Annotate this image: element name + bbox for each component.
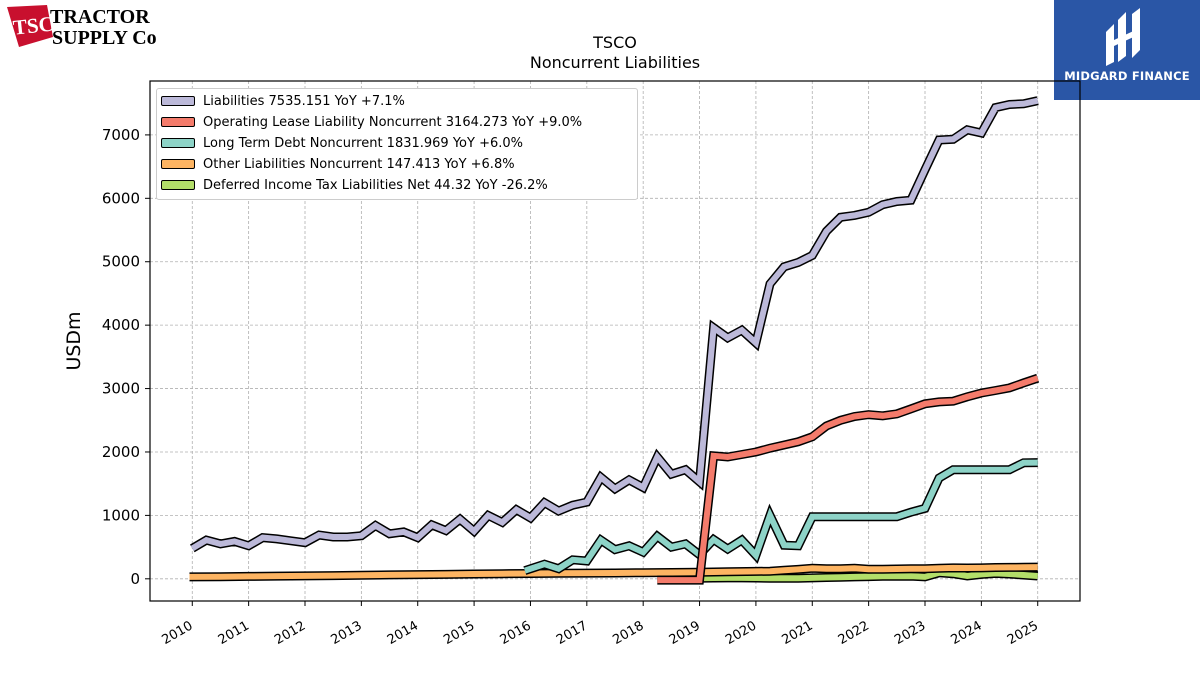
series-line [523, 459, 1038, 574]
legend: Liabilities 7535.151 YoY +7.1% Operating … [156, 88, 638, 200]
tsc-badge-shape [7, 5, 53, 47]
series-liabilities [190, 96, 1039, 553]
supply-co-wordmark: SUPPLY Co [52, 27, 157, 47]
chart-subtitle: Noncurrent Liabilities [529, 53, 701, 72]
x-tick-label: 2014 [385, 618, 421, 648]
tractor-supply-logo: TSC TRACTOR SUPPLY Co [5, 3, 165, 49]
series-line [696, 569, 1038, 582]
series-long-term-debt-noncurrent [523, 458, 1038, 575]
x-tick-label: 2020 [723, 618, 759, 648]
legend-swatch [161, 96, 195, 106]
legend-label: Other Liabilities Noncurrent 147.413 YoY… [203, 156, 515, 172]
series-line [657, 375, 1039, 584]
x-tick-label: 2024 [949, 618, 985, 648]
plot-frame [149, 80, 1081, 602]
midgard-finance-logo: MIDGARD FINANCE [1054, 0, 1200, 100]
legend-label: Deferred Income Tax Liabilities Net 44.3… [203, 177, 548, 193]
legend-swatch [161, 180, 195, 190]
x-tick-label: 2013 [329, 618, 365, 648]
legend-item: Deferred Income Tax Liabilities Net 44.3… [161, 176, 548, 194]
series-layer [189, 96, 1040, 585]
chart-title: TSCO [593, 33, 637, 52]
x-tick-label: 2017 [554, 618, 590, 648]
legend-item: Operating Lease Liability Noncurrent 316… [161, 113, 582, 131]
y-tick-label: 4000 [102, 316, 140, 334]
legend-label: Long Term Debt Noncurrent 1831.969 YoY +… [203, 135, 523, 151]
legend-label: Liabilities 7535.151 YoY +7.1% [203, 93, 405, 109]
series-line-outline [657, 373, 1040, 585]
legend-swatch [161, 159, 195, 169]
series-operating-lease-liability-noncurrent [657, 373, 1040, 585]
y-tick-label: 2000 [102, 443, 140, 461]
x-tick-label: 2010 [159, 618, 195, 648]
y-tick-label: 3000 [102, 380, 140, 398]
x-tick-label: 2016 [498, 618, 534, 648]
legend-swatch [161, 138, 195, 148]
x-tick-label: 2011 [216, 618, 252, 648]
y-tick-label: 6000 [102, 189, 140, 207]
tractor-wordmark: TRACTOR [50, 6, 150, 28]
series-line [190, 97, 1039, 551]
midgard-finance-name: MIDGARD FINANCE [1064, 69, 1190, 83]
y-tick-label: 1000 [102, 506, 140, 524]
legend-label: Operating Lease Liability Noncurrent 316… [203, 114, 583, 130]
x-tick-label: 2019 [667, 618, 703, 648]
y-tick-label: 5000 [102, 253, 140, 271]
x-tick-label: 2025 [1005, 618, 1041, 648]
legend-item: Liabilities 7535.151 YoY +7.1% [161, 92, 405, 110]
series-other-liabilities-noncurrent [189, 562, 1038, 582]
y-axis-label: USDm [63, 311, 85, 370]
legend-item: Long Term Debt Noncurrent 1831.969 YoY +… [161, 134, 523, 152]
series-deferred-income-tax-liabilities-net [696, 568, 1039, 583]
y-axis: 0 1000 2000 3000 4000 5000 6000 7000 [102, 126, 150, 588]
x-tick-label: 2023 [892, 618, 928, 648]
series-line [189, 564, 1038, 580]
midgard-emblem-icon [1106, 8, 1140, 66]
x-tick-label: 2022 [836, 618, 872, 648]
tsc-badge-text: TSC [12, 12, 55, 40]
x-tick-label: 2012 [272, 618, 308, 648]
legend-item: Other Liabilities Noncurrent 147.413 YoY… [161, 155, 515, 173]
x-tick-label: 2015 [441, 618, 477, 648]
y-tick-label: 7000 [102, 126, 140, 144]
y-tick-label: 0 [130, 570, 140, 588]
x-axis: 2010 2011 2012 2013 2014 2015 2016 2017 2018 2019… [159, 601, 1041, 648]
x-tick-label: 2021 [779, 618, 815, 648]
legend-swatch [161, 117, 195, 127]
x-tick-label: 2018 [610, 618, 646, 648]
